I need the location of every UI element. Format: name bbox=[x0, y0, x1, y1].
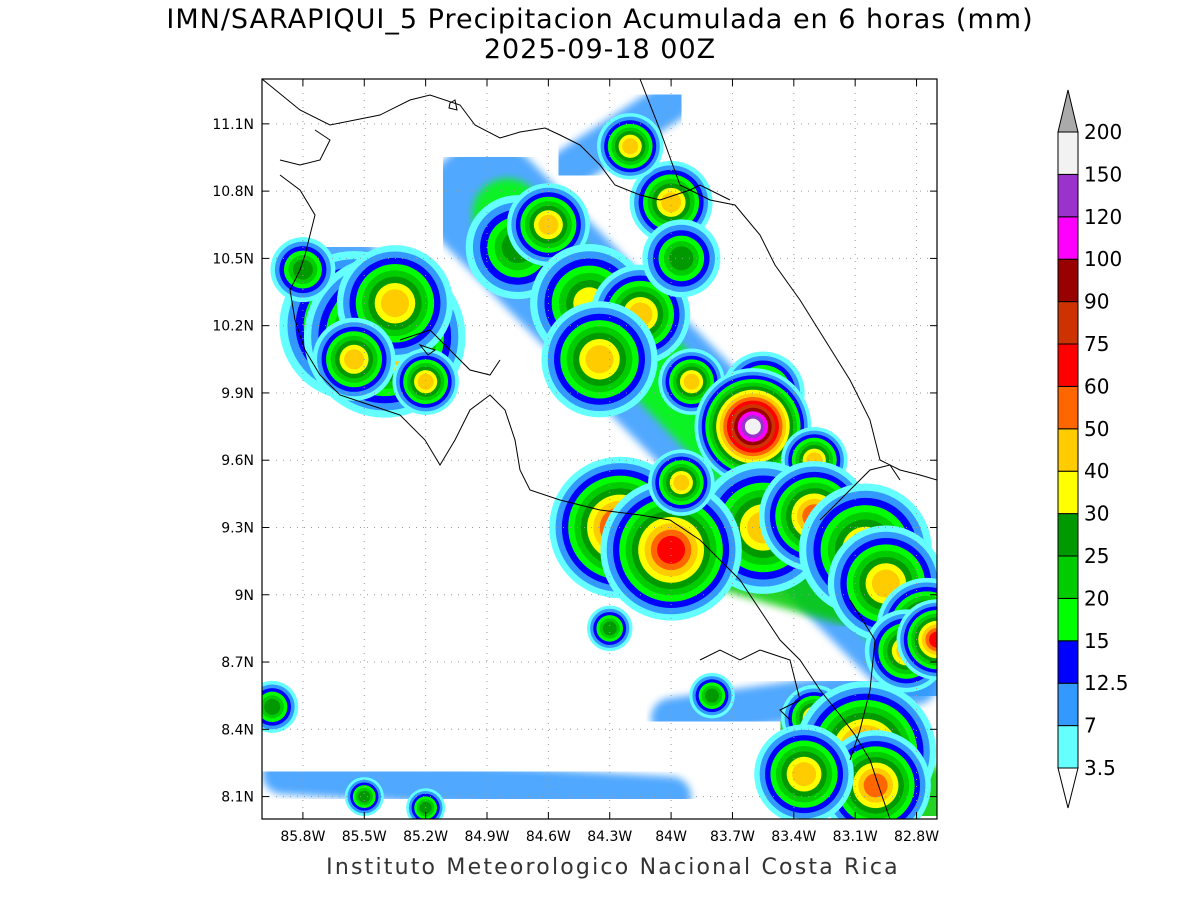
colorbar-label: 40 bbox=[1084, 459, 1109, 483]
precip-cell bbox=[264, 698, 281, 715]
nicaragua-costa-rica-border bbox=[262, 79, 731, 201]
coastline bbox=[262, 79, 937, 819]
lake-outline bbox=[448, 99, 458, 111]
precip-cell bbox=[538, 214, 559, 235]
colorbar-box bbox=[1057, 597, 1079, 642]
colorbar-label: 60 bbox=[1084, 374, 1109, 398]
lat-tick-label: 10.8N bbox=[212, 184, 254, 200]
precip-cell bbox=[673, 474, 690, 491]
colorbar-label: 75 bbox=[1084, 332, 1109, 356]
colorbar-label: 150 bbox=[1084, 162, 1122, 186]
lat-tick-label: 8.4N bbox=[221, 722, 254, 738]
lon-tick-label: 85.2W bbox=[403, 829, 448, 845]
precipitation-layer bbox=[262, 81, 937, 819]
gulf-of-nicoya bbox=[399, 329, 501, 376]
colorbar-box bbox=[1057, 428, 1079, 472]
colorbar-box bbox=[1057, 173, 1079, 218]
precip-cell bbox=[661, 192, 682, 213]
precip-cell bbox=[669, 246, 694, 271]
colorbar-label: 20 bbox=[1084, 586, 1109, 610]
lon-tick-label: 85.8W bbox=[280, 829, 325, 845]
map-frame bbox=[261, 78, 938, 820]
colorbar-lower-arrow bbox=[1057, 767, 1079, 809]
colorbar-box bbox=[1057, 343, 1079, 387]
colorbar-upper-arrow bbox=[1057, 89, 1079, 133]
osa-peninsula bbox=[699, 649, 801, 721]
colorbar-box bbox=[1057, 640, 1079, 684]
lon-tick-label: 83.7W bbox=[710, 829, 755, 845]
colorbar-label: 3.5 bbox=[1084, 756, 1116, 780]
caribbean-coast bbox=[639, 79, 937, 481]
colorbar-label: 90 bbox=[1084, 290, 1109, 314]
colorbar-label: 15 bbox=[1084, 629, 1109, 653]
colorbar-box bbox=[1057, 216, 1079, 260]
precip-cell bbox=[657, 535, 686, 564]
lon-tick-label: 83.1W bbox=[833, 829, 878, 845]
precip-cell bbox=[622, 138, 639, 155]
chart-subtitle: 2025-09-18 00Z bbox=[483, 34, 717, 65]
colorbar-label: 120 bbox=[1084, 205, 1122, 229]
colorbar-box bbox=[1057, 301, 1079, 345]
colorbar-label: 30 bbox=[1084, 502, 1109, 526]
precip-cell bbox=[871, 569, 900, 598]
colorbar-box bbox=[1057, 258, 1079, 303]
colorbar-box bbox=[1057, 470, 1079, 515]
grid-lines bbox=[262, 79, 937, 819]
lat-tick-label: 10.5N bbox=[212, 251, 254, 267]
lon-tick-label: 84.6W bbox=[526, 829, 571, 845]
precip-cell bbox=[380, 289, 409, 318]
panama-border bbox=[819, 464, 901, 761]
colorbar-box bbox=[1057, 555, 1079, 599]
colorbar: 3.5 7 12.5 15 20 25 30 40 50 60 75 90 100 120 150 200 bbox=[1057, 89, 1129, 809]
lat-tick-label: 8.1N bbox=[221, 790, 254, 806]
lat-tick-label: 9.3N bbox=[221, 520, 254, 536]
nicoya-coast bbox=[279, 129, 891, 819]
precip-cell bbox=[602, 621, 617, 636]
longitude-axis: 85.8W 85.5W 85.2W 84.9W 84.6W 84.3W 84W 83.7W 83… bbox=[280, 79, 939, 845]
colorbar-box bbox=[1057, 725, 1079, 769]
colorbar-label: 25 bbox=[1084, 544, 1109, 568]
colorbar-box bbox=[1057, 513, 1079, 557]
precip-cell bbox=[744, 418, 761, 435]
lat-tick-label: 10.2N bbox=[212, 319, 254, 335]
precip-cell bbox=[358, 790, 371, 803]
latitude-axis: 11.1N 10.8N 10.5N 10.2N 9.9N 9.6N 9.3N 9N 8.7N 8.… bbox=[212, 117, 937, 806]
precip-cell bbox=[792, 762, 817, 787]
precip-cell bbox=[705, 688, 719, 703]
precip-cell bbox=[863, 773, 888, 798]
colorbar-box bbox=[1057, 131, 1079, 175]
chart-title: IMN/SARAPIQUI_5 Precipitacion Acumulada … bbox=[166, 4, 1034, 35]
precip-cell bbox=[929, 631, 937, 648]
precip-cell bbox=[344, 349, 365, 370]
precip-cell bbox=[683, 373, 700, 390]
lon-tick-label: 82.8W bbox=[894, 829, 939, 845]
lat-tick-label: 11.1N bbox=[212, 117, 254, 133]
colorbar-box bbox=[1057, 682, 1079, 727]
lat-tick-label: 8.7N bbox=[221, 655, 254, 671]
colorbar-label: 7 bbox=[1084, 714, 1097, 738]
lat-tick-label: 9.6N bbox=[221, 453, 254, 469]
lon-tick-label: 83.4W bbox=[771, 829, 816, 845]
lat-tick-label: 9.9N bbox=[221, 386, 254, 402]
colorbar-label: 50 bbox=[1084, 417, 1109, 441]
lat-tick-label: 9N bbox=[235, 588, 254, 604]
precip-cell bbox=[417, 373, 434, 390]
colorbar-label: 100 bbox=[1084, 247, 1122, 271]
colorbar-label: 200 bbox=[1084, 120, 1122, 144]
lon-tick-label: 85.5W bbox=[342, 829, 387, 845]
colorbar-box bbox=[1057, 385, 1079, 430]
lon-tick-label: 84.9W bbox=[464, 829, 509, 845]
footer-credit: Instituto Meteorologico Nacional Costa R… bbox=[326, 855, 900, 880]
precip-band bbox=[262, 754, 692, 817]
lon-tick-label: 84.3W bbox=[587, 829, 632, 845]
lon-tick-label: 84W bbox=[655, 829, 687, 845]
precip-cell bbox=[585, 345, 614, 374]
colorbar-label: 12.5 bbox=[1084, 671, 1129, 695]
